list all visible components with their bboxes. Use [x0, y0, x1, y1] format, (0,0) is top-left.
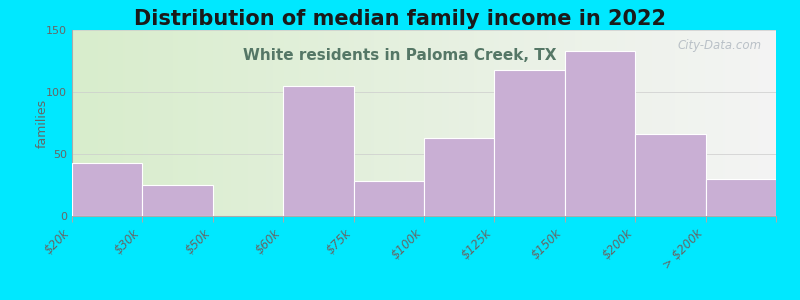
Bar [283, 86, 354, 216]
Bar [424, 138, 494, 216]
Bar [72, 163, 142, 216]
Text: Distribution of median family income in 2022: Distribution of median family income in … [134, 9, 666, 29]
Bar [142, 185, 213, 216]
Text: City-Data.com: City-Data.com [678, 39, 762, 52]
Bar [635, 134, 706, 216]
Y-axis label: families: families [35, 98, 49, 148]
Bar [354, 181, 424, 216]
Bar [706, 179, 776, 216]
Bar [494, 70, 565, 216]
Text: White residents in Paloma Creek, TX: White residents in Paloma Creek, TX [243, 48, 557, 63]
Bar [565, 51, 635, 216]
